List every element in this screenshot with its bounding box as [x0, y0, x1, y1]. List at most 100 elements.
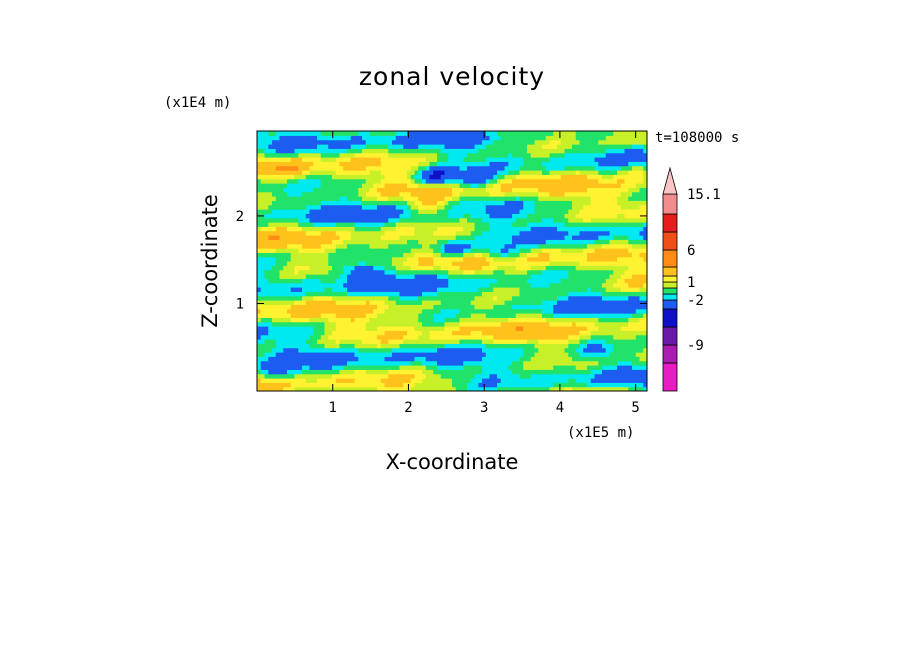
field-cell	[399, 308, 404, 314]
field-cell	[602, 352, 607, 357]
field-cell	[437, 256, 442, 262]
field-cell	[369, 222, 374, 227]
field-cell	[418, 308, 423, 314]
field-cell	[632, 191, 637, 197]
field-cell	[279, 230, 284, 236]
field-cell	[309, 321, 314, 327]
field-cell	[530, 356, 536, 362]
field-cell	[369, 321, 374, 327]
field-cell	[377, 230, 382, 236]
field-cell	[470, 300, 476, 305]
field-cell	[568, 217, 573, 223]
field-cell	[478, 187, 483, 193]
field-cell	[388, 339, 393, 344]
field-cell	[478, 235, 483, 240]
field-cell	[279, 183, 284, 188]
field-cell	[377, 196, 382, 201]
field-cell	[485, 347, 491, 353]
field-cell	[579, 352, 584, 357]
field-cell	[362, 261, 367, 266]
field-cell	[508, 239, 513, 245]
field-cell	[317, 330, 322, 336]
field-cell	[283, 386, 288, 391]
field-cell	[279, 369, 284, 375]
field-cell	[467, 269, 472, 275]
field-cell	[343, 217, 348, 223]
field-cell	[347, 352, 352, 357]
field-cell	[275, 235, 281, 240]
field-cell	[523, 321, 528, 327]
field-cell	[317, 356, 322, 362]
field-cell	[403, 356, 408, 362]
field-cell	[347, 321, 352, 327]
field-cell	[433, 360, 438, 366]
field-cell	[474, 282, 479, 288]
field-cell	[309, 347, 314, 353]
field-cell	[459, 304, 464, 310]
field-cell	[519, 308, 524, 314]
field-cell	[515, 187, 521, 193]
field-cell	[302, 300, 307, 305]
field-cell	[380, 360, 386, 366]
field-cell	[437, 204, 442, 210]
field-cell	[463, 300, 468, 305]
field-cell	[354, 356, 359, 362]
field-cell	[470, 265, 476, 271]
field-cell	[418, 300, 423, 305]
field-cell	[399, 330, 404, 336]
field-cell	[538, 230, 543, 236]
field-cell	[294, 187, 299, 193]
field-cell	[422, 269, 427, 275]
field-cell	[564, 282, 569, 288]
field-cell	[287, 291, 292, 297]
field-cell	[305, 287, 311, 292]
field-cell	[365, 274, 371, 279]
field-cell	[302, 204, 307, 210]
field-cell	[350, 278, 356, 284]
field-cell	[560, 235, 566, 240]
field-cell	[523, 378, 528, 383]
field-cell	[358, 282, 363, 288]
field-cell	[332, 373, 337, 379]
field-cell	[388, 243, 393, 249]
field-cell	[392, 213, 397, 219]
field-cell	[575, 321, 581, 327]
field-cell	[549, 209, 554, 214]
field-cell	[339, 209, 344, 214]
field-cell	[568, 252, 573, 258]
field-cell	[313, 235, 318, 240]
field-cell	[305, 209, 311, 214]
field-cell	[388, 230, 393, 236]
field-cell	[268, 317, 273, 323]
field-cell	[399, 291, 404, 297]
field-cell	[500, 386, 506, 391]
field-cell	[635, 235, 641, 240]
field-cell	[512, 217, 517, 223]
field-cell	[332, 204, 337, 210]
field-cell	[478, 382, 483, 388]
field-cell	[305, 291, 311, 297]
field-cell	[429, 291, 434, 297]
field-cell	[317, 183, 322, 188]
field-cell	[628, 386, 633, 391]
field-cell	[549, 373, 554, 379]
field-cell	[388, 300, 393, 305]
field-cell	[575, 343, 581, 349]
field-cell	[384, 235, 389, 240]
field-cell	[317, 252, 322, 258]
field-cell	[407, 386, 412, 391]
field-cell	[444, 217, 449, 223]
field-cell	[474, 213, 479, 219]
field-cell	[545, 222, 551, 227]
field-cell	[403, 360, 408, 366]
field-cell	[527, 282, 532, 288]
field-cell	[305, 274, 311, 279]
field-cell	[470, 352, 476, 357]
field-cell	[317, 213, 322, 219]
field-cell	[422, 365, 427, 370]
field-cell	[444, 347, 449, 353]
field-cell	[328, 204, 333, 210]
field-cell	[538, 339, 543, 344]
field-cell	[317, 300, 322, 305]
field-cell	[504, 326, 509, 331]
